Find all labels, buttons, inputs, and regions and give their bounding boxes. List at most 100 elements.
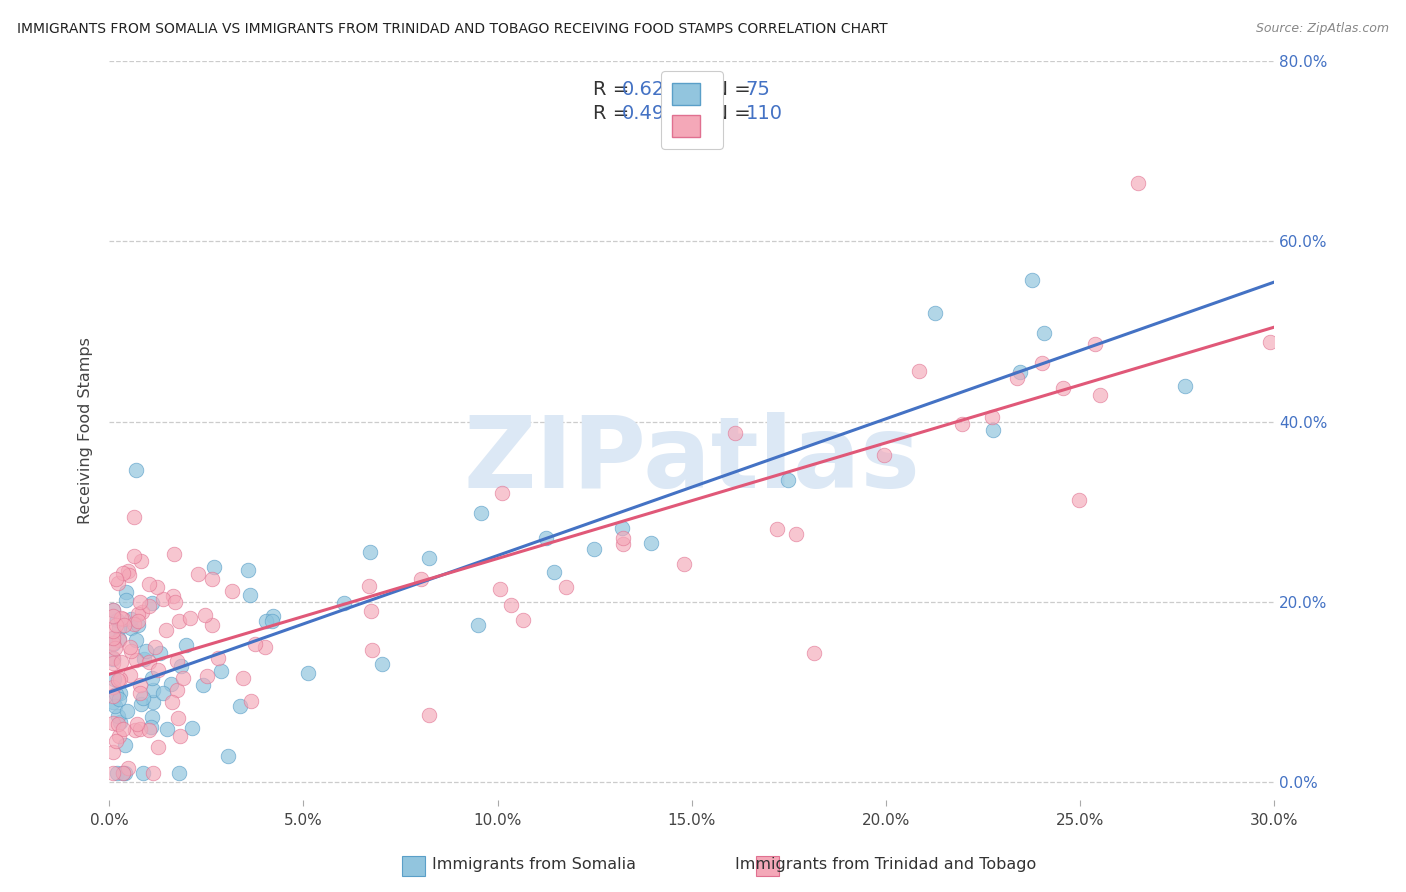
- Point: [127, 717, 149, 731]
- Point: [118, 567, 141, 582]
- Point: [108, 715, 131, 730]
- Point: [149, 646, 172, 660]
- Point: [104, 733, 127, 747]
- Point: [174, 638, 197, 652]
- Point: [112, 618, 135, 632]
- Point: [108, 673, 131, 687]
- Point: [981, 423, 1004, 437]
- Point: [101, 636, 124, 650]
- Point: [908, 364, 931, 378]
- Point: [101, 603, 124, 617]
- Point: [129, 722, 152, 736]
- Point: [139, 720, 162, 734]
- Point: [127, 618, 149, 632]
- Point: [107, 632, 129, 646]
- Point: [167, 614, 190, 628]
- Point: [141, 709, 163, 723]
- Point: [236, 563, 259, 577]
- Text: Immigrants from Somalia: Immigrants from Somalia: [432, 857, 637, 872]
- Point: [194, 607, 217, 622]
- Point: [141, 672, 163, 686]
- Point: [110, 610, 132, 624]
- Point: [778, 473, 800, 487]
- Point: [467, 618, 489, 632]
- Point: [239, 693, 262, 707]
- Point: [163, 547, 186, 561]
- Point: [612, 531, 634, 545]
- Point: [221, 583, 243, 598]
- Point: [104, 699, 127, 714]
- Point: [114, 766, 136, 780]
- Point: [105, 572, 128, 586]
- Point: [160, 695, 183, 709]
- Point: [163, 594, 186, 608]
- Point: [166, 682, 188, 697]
- Point: [155, 623, 177, 637]
- Point: [1005, 371, 1028, 385]
- Point: [125, 633, 148, 648]
- Point: [262, 609, 284, 624]
- Point: [122, 549, 145, 563]
- Point: [152, 686, 174, 700]
- Point: [107, 575, 129, 590]
- Text: N =: N =: [702, 104, 756, 123]
- Point: [357, 579, 380, 593]
- Point: [104, 640, 127, 655]
- Point: [118, 668, 141, 682]
- Point: [111, 612, 134, 626]
- Point: [132, 691, 155, 706]
- Y-axis label: Receiving Food Stamps: Receiving Food Stamps: [79, 337, 93, 524]
- Point: [148, 740, 170, 755]
- Point: [111, 566, 134, 580]
- Point: [142, 766, 165, 780]
- Point: [120, 612, 142, 626]
- Point: [105, 613, 128, 627]
- Point: [107, 673, 129, 687]
- Point: [117, 564, 139, 578]
- Point: [1031, 356, 1053, 370]
- Point: [207, 651, 229, 665]
- Point: [512, 613, 534, 627]
- Point: [110, 686, 132, 700]
- Text: 0.498: 0.498: [621, 104, 678, 123]
- Point: [488, 582, 510, 596]
- Point: [260, 615, 283, 629]
- Point: [418, 551, 440, 566]
- Point: [124, 723, 146, 737]
- Point: [101, 609, 124, 624]
- Point: [122, 510, 145, 524]
- Point: [110, 656, 132, 670]
- Point: [146, 663, 169, 677]
- Point: [217, 749, 239, 764]
- Point: [640, 536, 662, 550]
- Point: [156, 722, 179, 736]
- Point: [1052, 381, 1074, 395]
- Point: [118, 640, 141, 654]
- Point: [132, 766, 155, 780]
- Point: [124, 463, 146, 477]
- Text: ZIPatlas: ZIPatlas: [464, 412, 921, 508]
- Point: [1008, 365, 1031, 379]
- Point: [131, 605, 153, 619]
- Point: [202, 559, 225, 574]
- Point: [555, 580, 578, 594]
- Point: [115, 704, 138, 718]
- Point: [1128, 176, 1150, 190]
- Point: [124, 616, 146, 631]
- Point: [534, 531, 557, 545]
- Point: [107, 692, 129, 706]
- Point: [371, 657, 394, 671]
- Point: [491, 485, 513, 500]
- Point: [162, 589, 184, 603]
- Point: [238, 588, 260, 602]
- Point: [138, 656, 160, 670]
- Point: [152, 592, 174, 607]
- Legend: , : ,: [661, 70, 723, 149]
- Point: [103, 673, 125, 687]
- Text: 110: 110: [745, 104, 782, 123]
- Point: [191, 678, 214, 692]
- Point: [101, 651, 124, 665]
- Point: [143, 640, 166, 655]
- Point: [167, 766, 190, 780]
- Point: [924, 306, 946, 320]
